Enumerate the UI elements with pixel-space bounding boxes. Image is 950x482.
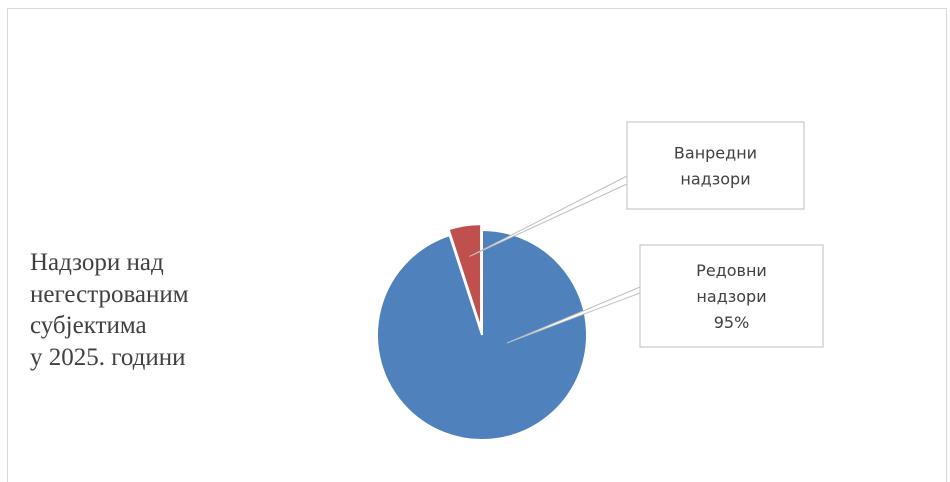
- chart-title-line-2: негестрованим: [30, 280, 189, 308]
- data-label-1-line-2: надзори: [696, 287, 766, 306]
- data-label-box-1: [639, 244, 824, 348]
- data-label-1-line-3: 95%: [714, 313, 750, 332]
- chart-area: [7, 8, 947, 482]
- data-labels-layer: Редовни надзори 95% Ванредни надзори: [626, 121, 824, 348]
- chart-title-line-4: у 2025. години: [30, 343, 186, 371]
- slices-layer: [376, 223, 588, 441]
- chart-title-line-3: субјектима: [30, 312, 147, 339]
- leader-line-2: [469, 175, 628, 257]
- pie-slice-2: [447, 223, 483, 330]
- data-label-box-2: [626, 121, 805, 210]
- data-label-2-line-1: Ванредни: [674, 144, 757, 163]
- pie-slice-1: [376, 228, 588, 441]
- chart-title-line-1: Надзори над: [30, 249, 164, 276]
- data-label-1-line-1: Редовни: [696, 261, 767, 280]
- data-label-2-line-2: надзори: [680, 170, 750, 189]
- chart-title: Надзори над негестрованим субјектима у 2…: [30, 247, 250, 373]
